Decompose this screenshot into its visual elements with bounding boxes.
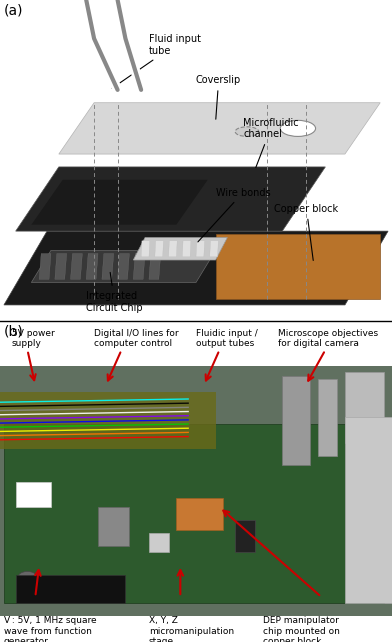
Polygon shape bbox=[4, 231, 388, 305]
Text: Microscope objectives
for digital camera: Microscope objectives for digital camera bbox=[278, 329, 378, 349]
Polygon shape bbox=[39, 254, 51, 279]
Polygon shape bbox=[133, 254, 145, 279]
Polygon shape bbox=[102, 254, 114, 279]
Polygon shape bbox=[169, 241, 177, 257]
Text: Fluid input
tube: Fluid input tube bbox=[112, 34, 201, 89]
Text: Wire bonds: Wire bonds bbox=[198, 187, 270, 242]
Bar bbox=[235, 520, 255, 552]
Bar bbox=[149, 533, 169, 552]
Text: Microfluidic
channel: Microfluidic channel bbox=[243, 117, 299, 168]
Text: V : 5V, 1 MHz square
wave from function
generator: V : 5V, 1 MHz square wave from function … bbox=[4, 616, 96, 642]
Polygon shape bbox=[118, 254, 129, 279]
Bar bbox=[318, 379, 337, 456]
Polygon shape bbox=[31, 180, 208, 225]
Text: Coverslip: Coverslip bbox=[196, 75, 241, 119]
Polygon shape bbox=[149, 254, 161, 279]
Text: Integrated
Circuit Chip: Integrated Circuit Chip bbox=[86, 272, 143, 313]
Bar bbox=[282, 376, 310, 465]
Text: Fluidic input /
output tubes: Fluidic input / output tubes bbox=[196, 329, 258, 349]
Polygon shape bbox=[59, 103, 380, 154]
Polygon shape bbox=[31, 250, 216, 282]
Bar bbox=[4, 424, 384, 603]
Polygon shape bbox=[182, 241, 191, 257]
Bar bbox=[345, 372, 384, 443]
Polygon shape bbox=[71, 254, 82, 279]
Polygon shape bbox=[16, 167, 325, 231]
Bar bbox=[176, 498, 223, 530]
Bar bbox=[16, 482, 51, 507]
Polygon shape bbox=[133, 238, 227, 260]
Bar bbox=[0, 392, 216, 449]
Bar bbox=[98, 507, 129, 546]
Text: DEP manipulator
chip mounted on
copper block: DEP manipulator chip mounted on copper b… bbox=[263, 616, 339, 642]
Text: 5V power
supply: 5V power supply bbox=[12, 329, 54, 349]
Ellipse shape bbox=[18, 571, 37, 584]
Bar bbox=[345, 417, 392, 603]
Polygon shape bbox=[155, 241, 163, 257]
Polygon shape bbox=[196, 241, 205, 257]
Text: Copper block: Copper block bbox=[274, 204, 339, 261]
Text: Digital I/O lines for
computer control: Digital I/O lines for computer control bbox=[94, 329, 179, 349]
Polygon shape bbox=[210, 241, 218, 257]
Bar bbox=[0, 366, 392, 616]
Text: X, Y, Z
micromanipulation
stage: X, Y, Z micromanipulation stage bbox=[149, 616, 234, 642]
Polygon shape bbox=[86, 254, 98, 279]
Text: (a): (a) bbox=[4, 3, 24, 17]
Ellipse shape bbox=[235, 127, 259, 137]
Ellipse shape bbox=[280, 121, 316, 136]
Text: (b): (b) bbox=[4, 324, 24, 338]
Bar bbox=[16, 575, 125, 603]
Polygon shape bbox=[55, 254, 67, 279]
Polygon shape bbox=[216, 234, 380, 299]
Polygon shape bbox=[141, 241, 150, 257]
